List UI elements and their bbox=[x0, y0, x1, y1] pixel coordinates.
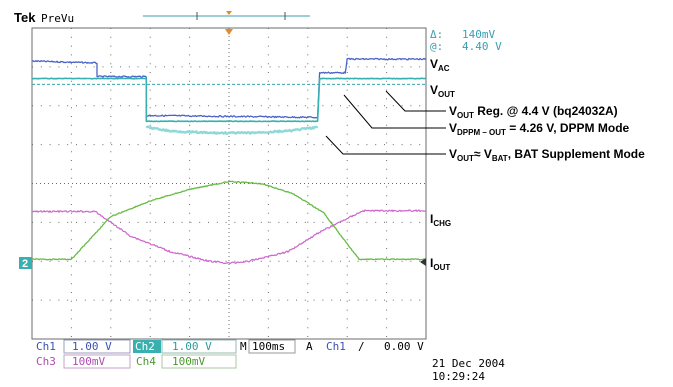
graticule bbox=[32, 28, 426, 339]
svg-text:VOUT≈ VBAT, BAT Supplement Mod: VOUT≈ VBAT, BAT Supplement Mode bbox=[449, 147, 645, 163]
trace-ch2-bat bbox=[145, 125, 319, 135]
ch4-scale: 100mV bbox=[172, 355, 205, 368]
trigger-label: A bbox=[306, 340, 313, 353]
ichg-label: ICHG bbox=[430, 212, 451, 228]
vout-reg-annotation: VOUT Reg. @ 4.4 V (bq24032A) bbox=[385, 90, 618, 120]
ch4-scale-box bbox=[161, 354, 237, 369]
vout-label: VOUT bbox=[430, 83, 455, 99]
ch3-name: Ch3 bbox=[36, 355, 56, 368]
ch4-level-marker bbox=[420, 258, 426, 266]
timebase-box bbox=[248, 339, 296, 354]
ch1-scale: 1.00 V bbox=[72, 340, 112, 353]
record-position-indicator bbox=[143, 11, 310, 20]
waveforms bbox=[31, 57, 427, 265]
trace-ch2 bbox=[31, 77, 427, 123]
vac-label: VAC bbox=[430, 57, 450, 73]
trace-ch3 bbox=[31, 209, 426, 265]
mode-label: PreVu bbox=[41, 12, 74, 25]
timebase-value: 100ms bbox=[252, 340, 285, 353]
ch2-ground-marker: 2 bbox=[19, 257, 32, 270]
dppm-annotation: VDPPM – OUT = 4.26 V, DPPM Mode bbox=[343, 94, 630, 137]
ch2-scale-box bbox=[161, 339, 237, 354]
ch4-name: Ch4 bbox=[136, 355, 156, 368]
cursor-at-symbol: @: bbox=[430, 40, 443, 53]
svg-text:VDPPM – OUT = 4.26 V, DPPM Mo: VDPPM – OUT = 4.26 V, DPPM Mode bbox=[449, 121, 630, 137]
timestamp-time: 10:29:24 bbox=[432, 370, 485, 383]
trigger-slope-icon: ∕ bbox=[358, 340, 365, 353]
timestamp-date: 21 Dec 2004 bbox=[432, 357, 505, 370]
svg-text:VOUT Reg. @ 4.4 V (bq24032A): VOUT Reg. @ 4.4 V (bq24032A) bbox=[449, 104, 618, 120]
trigger-position-marker bbox=[225, 29, 233, 35]
ch1-name: Ch1 bbox=[36, 340, 56, 353]
timebase-label: M bbox=[240, 340, 247, 353]
ch2-name-box bbox=[133, 340, 161, 353]
brand-label: Tek bbox=[14, 10, 36, 25]
ch2-name: Ch2 bbox=[135, 340, 155, 353]
cursor-readout: Δ: 140mV @: 4.40 V bbox=[430, 28, 502, 53]
svg-text:2: 2 bbox=[22, 258, 28, 270]
ch2-scale: 1.00 V bbox=[172, 340, 212, 353]
trigger-level: 0.00 V bbox=[384, 340, 424, 353]
ch3-scale-box bbox=[63, 354, 131, 369]
timestamp: 21 Dec 2004 10:29:24 bbox=[432, 357, 505, 383]
trace-ch4 bbox=[31, 180, 427, 261]
ch3-scale: 100mV bbox=[72, 355, 105, 368]
cursor-at-value: 4.40 V bbox=[462, 40, 502, 53]
cursor-delta-symbol: Δ: bbox=[430, 28, 443, 41]
timebase-panel: M 100ms A Ch1 ∕ 0.00 V bbox=[240, 339, 424, 354]
trigger-source: Ch1 bbox=[326, 340, 346, 353]
channel-scale-panel: Ch1 1.00 V Ch2 1.00 V Ch3 100mV Ch4 100m… bbox=[36, 339, 237, 369]
bat-supplement-annotation: VOUT≈ VBAT, BAT Supplement Mode bbox=[325, 135, 645, 163]
iout-label: IOUT bbox=[430, 256, 450, 272]
trace-ch1 bbox=[31, 57, 427, 119]
ch1-scale-box bbox=[63, 339, 131, 354]
cursor-delta-value: 140mV bbox=[462, 28, 495, 41]
